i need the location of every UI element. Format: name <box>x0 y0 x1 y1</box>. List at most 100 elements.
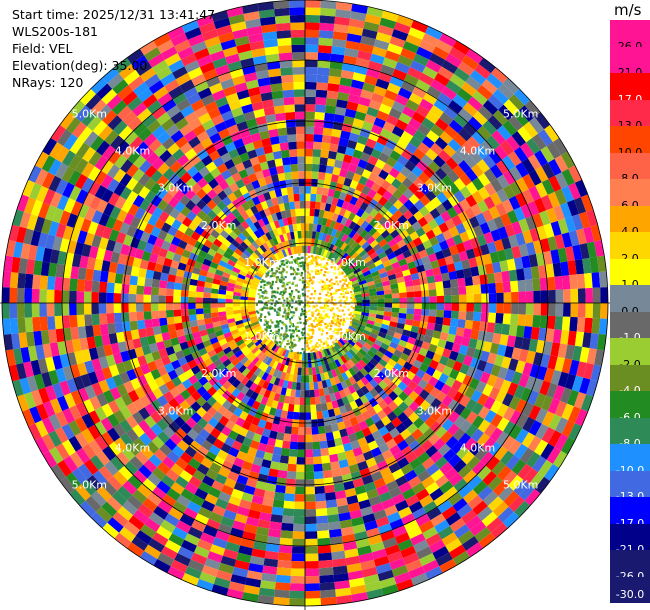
velocity-gate <box>478 532 496 549</box>
velocity-gate <box>520 142 535 159</box>
velocity-gate <box>411 111 426 124</box>
velocity-gate <box>336 340 344 348</box>
velocity-gate <box>287 314 290 317</box>
velocity-gate <box>198 249 208 259</box>
velocity-gate <box>284 290 287 293</box>
velocity-gate <box>462 122 478 137</box>
velocity-gate <box>321 217 328 226</box>
velocity-gate <box>386 511 401 524</box>
velocity-gate <box>301 279 304 283</box>
velocity-gate <box>343 343 351 352</box>
velocity-gate <box>318 292 322 295</box>
velocity-gate <box>576 317 586 333</box>
velocity-gate <box>432 352 442 363</box>
velocity-gate <box>393 266 403 274</box>
velocity-gate <box>269 325 272 328</box>
velocity-gate <box>384 303 393 308</box>
velocity-gate <box>399 229 410 240</box>
velocity-gate <box>449 226 460 238</box>
velocity-gate <box>276 432 285 441</box>
velocity-gate <box>175 117 189 131</box>
velocity-gate <box>305 89 317 97</box>
velocity-gate <box>334 303 338 306</box>
velocity-gate <box>388 205 399 215</box>
velocity-gate <box>385 480 399 492</box>
velocity-gate <box>389 518 404 531</box>
velocity-gate <box>135 451 149 465</box>
velocity-gate <box>378 251 387 260</box>
velocity-gate <box>435 233 446 244</box>
velocity-gate <box>261 345 269 354</box>
velocity-gate <box>327 188 336 198</box>
velocity-gate <box>250 391 259 401</box>
velocity-gate <box>360 152 371 163</box>
velocity-gate <box>281 241 288 250</box>
velocity-gate <box>288 346 292 349</box>
velocity-gate <box>278 341 281 344</box>
velocity-gate <box>327 385 335 395</box>
velocity-gate <box>275 269 278 273</box>
velocity-gate <box>264 315 267 319</box>
velocity-gate <box>279 537 293 547</box>
velocity-gate <box>257 154 267 164</box>
velocity-gate <box>447 423 460 436</box>
velocity-gate <box>418 171 430 184</box>
velocity-gate <box>55 443 70 460</box>
velocity-gate <box>293 351 298 360</box>
velocity-gate <box>381 584 399 596</box>
velocity-gate <box>264 319 267 322</box>
velocity-gate <box>282 157 291 166</box>
velocity-gate <box>326 90 339 100</box>
velocity-gate <box>522 362 533 376</box>
velocity-gate <box>339 168 348 178</box>
velocity-gate <box>238 232 247 242</box>
velocity-gate <box>430 142 443 156</box>
velocity-gate <box>449 318 459 328</box>
velocity-gate <box>419 389 430 400</box>
velocity-gate <box>269 351 277 360</box>
velocity-gate <box>121 199 133 213</box>
velocity-gate <box>31 303 40 318</box>
velocity-gate <box>26 214 39 231</box>
velocity-gate <box>152 59 169 74</box>
velocity-gate <box>441 199 453 211</box>
velocity-gate <box>164 233 175 244</box>
velocity-gate <box>315 89 328 98</box>
velocity-gate <box>471 130 486 146</box>
velocity-gate <box>198 428 210 440</box>
velocity-gate <box>297 230 302 239</box>
velocity-gate <box>397 54 414 67</box>
velocity-gate <box>378 426 389 437</box>
velocity-gate <box>340 288 343 291</box>
velocity-gate <box>247 303 256 306</box>
velocity-gate <box>69 278 78 291</box>
velocity-gate <box>455 371 467 384</box>
velocity-gate <box>265 114 277 124</box>
velocity-gate <box>333 221 341 231</box>
velocity-gate <box>521 189 535 204</box>
velocity-gate <box>471 402 484 416</box>
velocity-gate <box>362 145 374 156</box>
velocity-gate <box>214 173 226 185</box>
velocity-gate <box>323 417 331 426</box>
velocity-gate <box>251 47 266 58</box>
velocity-gate <box>289 201 296 210</box>
velocity-gate <box>300 390 305 398</box>
velocity-gate <box>265 272 268 275</box>
velocity-gate <box>465 285 474 295</box>
velocity-gate <box>384 298 393 303</box>
velocity-gate <box>547 191 561 208</box>
velocity-gate <box>318 318 321 321</box>
velocity-gate <box>438 443 451 457</box>
velocity-gate <box>458 432 472 446</box>
velocity-gate <box>375 159 386 170</box>
velocity-gate <box>290 333 293 336</box>
velocity-gate <box>382 220 392 230</box>
velocity-gate <box>227 339 236 347</box>
velocity-gate <box>356 370 365 380</box>
velocity-gate <box>511 291 519 303</box>
velocity-gate <box>218 103 232 115</box>
velocity-gate <box>69 185 82 201</box>
velocity-gate <box>246 341 255 349</box>
velocity-gate <box>398 87 413 100</box>
